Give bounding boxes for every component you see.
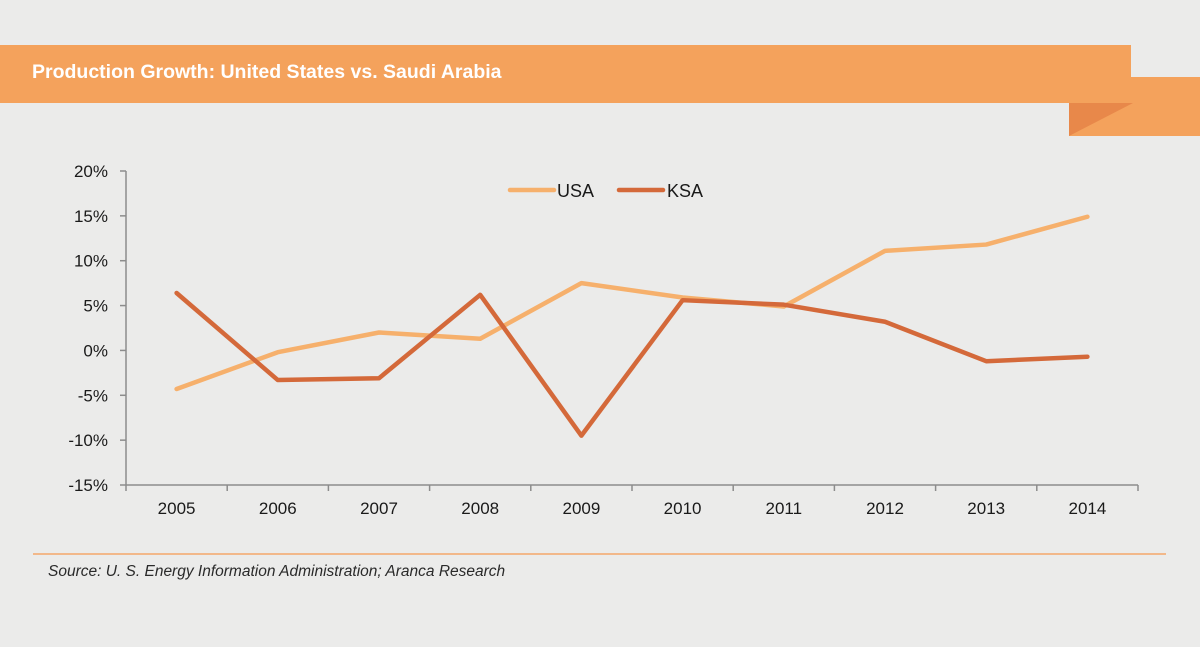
legend: USA KSA [507, 181, 703, 201]
y-tick-label: -10% [68, 431, 108, 450]
y-axis-ticks: 20% 15% 10% 5% 0% -5% -10% -15% [68, 162, 126, 495]
x-tick-label: 2008 [461, 499, 499, 518]
y-tick-label: 0% [83, 341, 108, 360]
banner-ribbon-fold [1069, 103, 1133, 136]
x-tick-label: 2013 [967, 499, 1005, 518]
x-tick-label: 2010 [664, 499, 702, 518]
y-tick-label: -15% [68, 476, 108, 495]
x-tick-label: 2011 [766, 499, 803, 518]
x-tick-label: 2006 [259, 499, 297, 518]
series-line-ksa [174, 290, 1090, 438]
chart-title: Production Growth: United States vs. Sau… [32, 61, 502, 83]
x-tick-label: 2007 [360, 499, 398, 518]
x-axis-ticks: 2005 2006 2007 2008 2009 2010 2011 2012 2013 2014 [125, 485, 1139, 518]
x-tick-label: 2012 [866, 499, 904, 518]
chart-axes [125, 171, 1138, 486]
y-tick-label: 15% [74, 207, 108, 226]
x-tick-label: 2009 [562, 499, 600, 518]
legend-label-usa: USA [557, 181, 594, 201]
title-banner [0, 45, 1131, 103]
series-lines [174, 214, 1090, 438]
y-tick-label: 10% [74, 252, 108, 271]
x-tick-label: 2014 [1068, 499, 1106, 518]
source-note: Source: U. S. Energy Information Adminis… [48, 563, 506, 580]
legend-label-ksa: KSA [667, 181, 703, 201]
series-line-usa [174, 214, 1090, 392]
y-tick-label: 20% [74, 162, 108, 181]
footer-divider [33, 553, 1166, 555]
x-tick-label: 2005 [158, 499, 196, 518]
y-tick-label: -5% [78, 386, 108, 405]
y-tick-label: 5% [83, 297, 108, 316]
